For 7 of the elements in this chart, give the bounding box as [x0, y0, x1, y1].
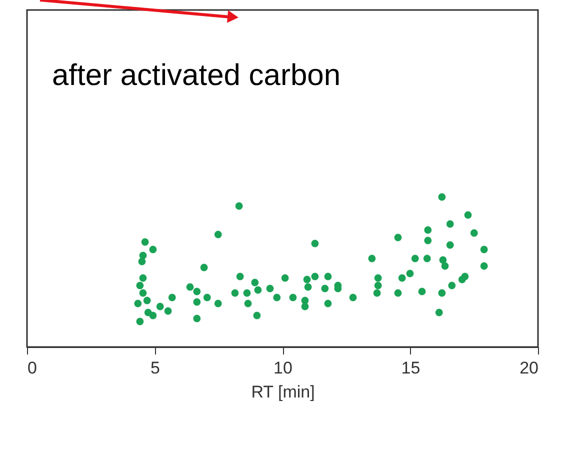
text: after activated carbon: [52, 59, 341, 92]
x-tick-label: 5: [150, 358, 160, 378]
x-tick-label: 10: [274, 358, 292, 378]
x-tick-label: 0: [28, 358, 37, 378]
x-tick-label: 15: [401, 358, 420, 378]
x-axis-title: RT [min]: [251, 382, 315, 402]
x-tick-label: 20: [520, 358, 538, 378]
